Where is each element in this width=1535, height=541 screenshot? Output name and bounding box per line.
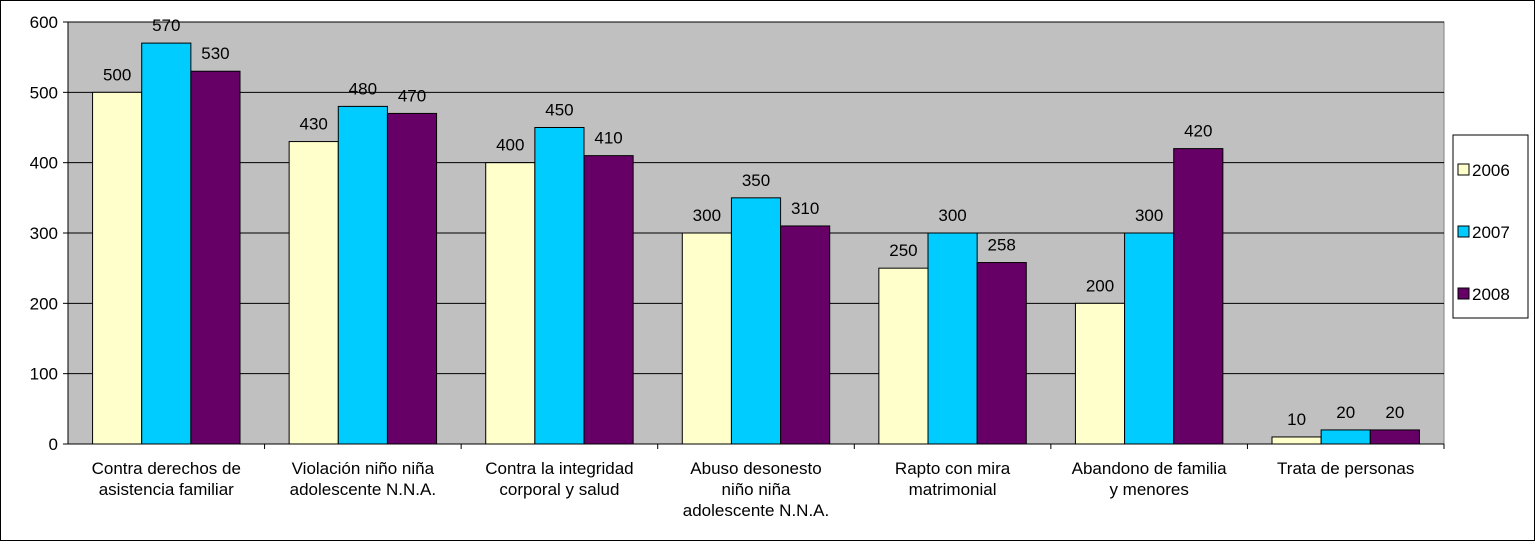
- value-label: 480: [349, 79, 377, 98]
- value-label: 20: [1385, 403, 1404, 422]
- bar: [730, 197, 782, 445]
- bar: [92, 91, 143, 445]
- value-label: 20: [1336, 403, 1355, 422]
- bar: [1271, 436, 1322, 445]
- bar: [337, 105, 388, 445]
- legend-label: 2006: [1472, 161, 1510, 180]
- value-label: 450: [545, 101, 573, 120]
- bar: [927, 232, 978, 445]
- value-label: 570: [152, 16, 180, 35]
- bar: [386, 112, 438, 445]
- x-tick-label: Contra derechos de asistencia familiar: [92, 459, 241, 499]
- bar: [1369, 429, 1420, 445]
- bar: [976, 262, 1027, 445]
- legend-swatch: [1457, 163, 1470, 176]
- bar: [583, 155, 634, 445]
- x-tick-label: Abuso desonesto niño niña adolescente N.N.…: [683, 459, 829, 520]
- bar: [141, 42, 192, 445]
- bar: [878, 267, 929, 445]
- bar: [1320, 429, 1371, 445]
- x-tick-label: Rapto con mira matrimonial: [895, 459, 1011, 499]
- value-label: 420: [1184, 122, 1212, 141]
- bar: [1124, 232, 1175, 445]
- y-tick-label: 0: [49, 435, 58, 454]
- value-label: 430: [300, 115, 328, 134]
- value-label: 310: [791, 199, 819, 218]
- x-tick-label: Abandono de familia y menores: [1072, 459, 1228, 499]
- bar: [534, 127, 585, 445]
- bar: [288, 141, 339, 445]
- bar: [190, 70, 241, 445]
- x-tick-label: Violación niño niña adolescente N.N.A.: [290, 459, 436, 499]
- value-label: 410: [594, 129, 622, 148]
- legend-swatch: [1457, 287, 1470, 300]
- legend-label: 2007: [1472, 223, 1510, 242]
- value-label: 500: [103, 65, 131, 84]
- value-label: 300: [693, 206, 721, 225]
- bar: [1074, 302, 1126, 445]
- bar: [1173, 148, 1224, 445]
- bar: [780, 225, 831, 445]
- value-label: 258: [988, 236, 1016, 255]
- value-label: 250: [889, 241, 917, 260]
- value-label: 300: [938, 206, 966, 225]
- y-tick-label: 600: [30, 13, 58, 32]
- bar: [681, 232, 732, 445]
- legend-swatch: [1457, 225, 1470, 238]
- x-tick-label: Contra la integridad corporal y salud: [485, 459, 633, 499]
- value-label: 400: [496, 136, 524, 155]
- value-label: 350: [742, 171, 770, 190]
- y-tick-label: 500: [30, 83, 58, 102]
- value-label: 10: [1287, 410, 1306, 429]
- value-label: 200: [1086, 276, 1114, 295]
- value-label: 530: [201, 44, 229, 63]
- legend-label: 2008: [1472, 285, 1510, 304]
- y-tick-label: 400: [30, 154, 58, 173]
- y-tick-label: 300: [30, 224, 58, 243]
- x-tick-label: Trata de personas: [1277, 459, 1414, 478]
- y-tick-label: 100: [30, 365, 58, 384]
- y-tick-label: 200: [30, 294, 58, 313]
- value-label: 470: [398, 86, 426, 105]
- bar: [485, 162, 536, 445]
- value-label: 300: [1135, 206, 1163, 225]
